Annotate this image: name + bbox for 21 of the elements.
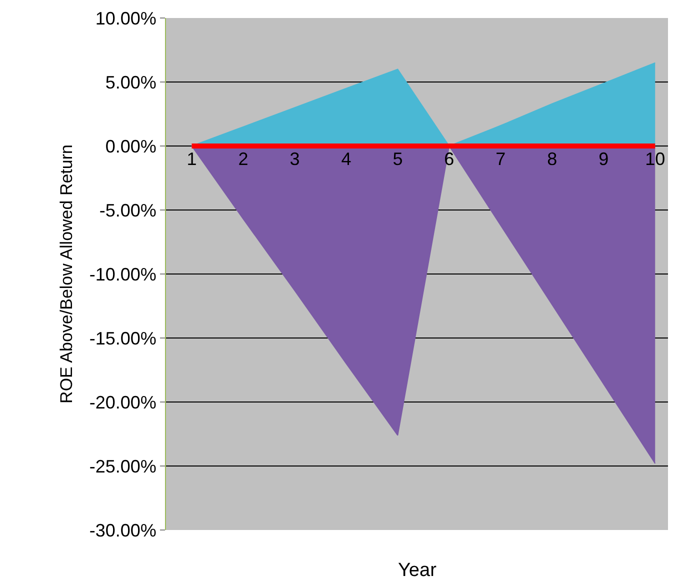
y-tick-label: 5.00% bbox=[105, 72, 156, 92]
y-tick-label: 10.00% bbox=[95, 8, 156, 28]
y-tick-label: -20.00% bbox=[89, 392, 156, 412]
x-axis-title: Year bbox=[398, 560, 438, 581]
y-tick-label: -25.00% bbox=[89, 456, 156, 476]
x-tick-label: 6 bbox=[444, 149, 454, 169]
y-tick-label: -5.00% bbox=[99, 200, 156, 220]
x-tick-label: 10 bbox=[645, 149, 666, 169]
y-tick-label: 0.00% bbox=[105, 136, 156, 156]
x-tick-label: 1 bbox=[186, 149, 197, 169]
y-tick-label: -10.00% bbox=[89, 264, 156, 284]
y-tick-label: -15.00% bbox=[89, 328, 156, 348]
x-tick-label: 3 bbox=[290, 149, 300, 169]
x-tick-label: 7 bbox=[496, 149, 506, 169]
x-tick-label: 9 bbox=[598, 149, 609, 169]
x-tick-label: 5 bbox=[392, 149, 403, 169]
x-tick-label: 2 bbox=[238, 149, 248, 169]
y-axis-title: ROE Above/Below Allowed Return bbox=[56, 144, 76, 404]
x-tick-label: 8 bbox=[547, 149, 558, 169]
x-tick-label: 4 bbox=[341, 149, 352, 169]
y-tick-label: -30.00% bbox=[89, 520, 156, 540]
